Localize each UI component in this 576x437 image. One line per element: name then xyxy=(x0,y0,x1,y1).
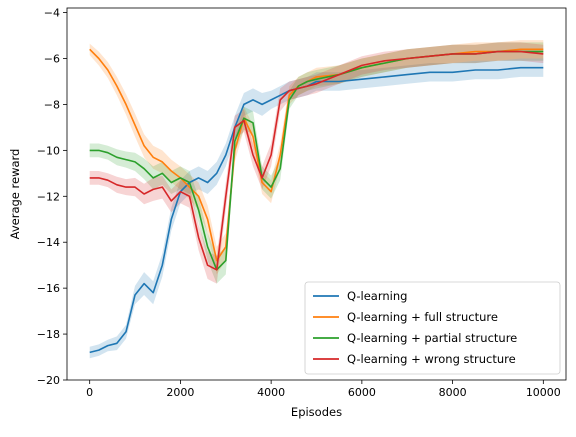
x-tick-label: 0 xyxy=(86,386,93,399)
legend-box xyxy=(304,281,561,375)
legend-entry: Q-learning + partial structure xyxy=(347,331,517,345)
x-tick-label: 8000 xyxy=(439,386,467,399)
series-band-3 xyxy=(89,42,544,284)
y-tick-label: −16 xyxy=(37,282,60,295)
y-tick-label: −8 xyxy=(44,98,60,111)
x-tick-label: 2000 xyxy=(166,386,194,399)
series-line-1 xyxy=(89,66,544,354)
legend-entry: Q-learning xyxy=(347,289,407,303)
x-tick-label: 10000 xyxy=(526,386,561,399)
plot-frame xyxy=(66,7,567,381)
y-tick-label: −10 xyxy=(37,144,60,157)
y-tick-label: −18 xyxy=(37,328,60,341)
y-tick-label: −4 xyxy=(44,7,60,20)
legend-entry: Q-learning + full structure xyxy=(347,310,498,324)
legend-entry: Q-learning + wrong structure xyxy=(347,352,516,366)
series-line-4 xyxy=(89,50,544,271)
y-tick-label: −14 xyxy=(37,236,60,249)
y-axis-ticks: −20 −18 −16 −14 −12 −10 −8 −6 −4 xyxy=(37,7,67,387)
x-axis-ticks: 0 2000 4000 6000 8000 10000 xyxy=(86,380,561,399)
y-tick-label: −20 xyxy=(37,374,60,387)
y-tick-label: −12 xyxy=(37,190,60,203)
series-lines xyxy=(89,48,544,354)
y-tick-label: −6 xyxy=(44,53,60,66)
y-axis-label: Average reward xyxy=(8,149,22,240)
confidence-bands xyxy=(89,40,544,359)
series-band-2 xyxy=(89,40,544,275)
legend: Q-learning Q-learning + full structure Q-l… xyxy=(304,281,561,375)
x-tick-label: 6000 xyxy=(348,386,376,399)
x-tick-label: 4000 xyxy=(257,386,285,399)
x-axis-label: Episodes xyxy=(291,405,342,419)
series-band-4 xyxy=(89,42,544,284)
